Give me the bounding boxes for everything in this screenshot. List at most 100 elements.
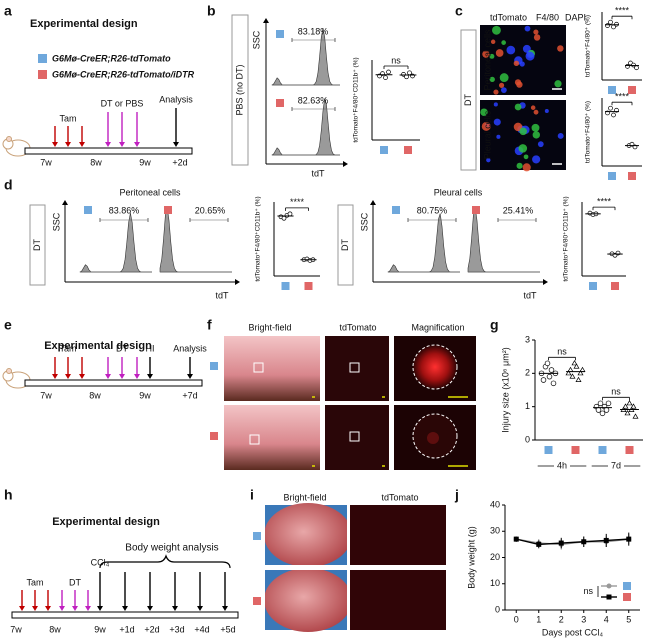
cell: [530, 105, 536, 110]
data-line: [516, 538, 629, 546]
condition-box: [460, 29, 477, 171]
x-tick-label: 4h: [557, 460, 567, 470]
y-axis-label: tdTomato⁺F4/80⁺CD11b⁺ (%): [255, 196, 262, 281]
x-tick-label: 1: [536, 614, 541, 624]
panel-title: Experimental design: [30, 18, 138, 30]
histogram: [387, 213, 460, 273]
data-point: [630, 403, 637, 409]
brace: [99, 554, 231, 569]
arrow-head: [97, 606, 103, 611]
cell: [532, 155, 541, 164]
group-title: Pleural cells: [434, 187, 483, 197]
data-point: [626, 400, 633, 406]
event-label: Tam: [26, 577, 43, 587]
timeline-tick: 8w: [49, 624, 61, 634]
arrow-head: [187, 374, 193, 379]
y-tick-label: 2: [525, 368, 530, 378]
legend-square: [608, 86, 616, 94]
photo-fluorescence: [350, 570, 446, 630]
cell: [500, 87, 507, 94]
data-point: [513, 536, 519, 542]
legend-square: [598, 446, 607, 454]
axis-label: tdT: [215, 290, 229, 300]
panel-title: Experimental design: [44, 340, 152, 352]
cell: [499, 73, 509, 83]
arrow-head: [134, 142, 140, 147]
arrow-head: [222, 606, 228, 611]
timeline-tick: 9w: [94, 624, 106, 634]
axis-head: [370, 200, 376, 205]
arrow-head: [52, 142, 58, 147]
cell: [493, 89, 499, 95]
y-axis-label: Injury size (x10⁶ μm²): [500, 347, 510, 432]
data-point: [597, 400, 604, 407]
y-axis-label: tdTomato⁺F4/80⁺ (%): [585, 101, 592, 163]
cell: [522, 163, 531, 172]
gate-label: 20.65%: [195, 205, 226, 215]
arrow-head: [52, 374, 58, 379]
cell: [519, 127, 527, 136]
cell: [516, 81, 523, 88]
data-point: [608, 105, 613, 111]
x-axis-label: Days post CCl₄: [542, 627, 604, 637]
event-label: DT: [116, 343, 128, 353]
legend-square: [623, 582, 631, 590]
condition-label: DT: [340, 239, 350, 251]
data-point: [407, 70, 412, 76]
data-point: [550, 380, 557, 387]
panel-label: e: [4, 317, 12, 333]
y-axis-label: Body weight (g): [466, 526, 476, 589]
condition-label: DT: [32, 239, 42, 251]
panel-label: d: [4, 177, 13, 193]
panel-label: c: [455, 3, 463, 19]
axis-head: [235, 279, 240, 285]
data-point: [546, 373, 553, 380]
arrow-head: [172, 606, 178, 611]
roi: [249, 434, 260, 445]
roi-circle: [412, 344, 458, 390]
cell: [557, 45, 564, 52]
cell: [498, 82, 505, 88]
event-label: Analysis: [173, 343, 207, 353]
data-point: [625, 64, 630, 69]
significance-label: ****: [597, 196, 612, 206]
photo-fluorescence: [325, 405, 389, 470]
axis-label: tdT: [523, 290, 537, 300]
gate-label: 83.18%: [298, 26, 329, 36]
photo-fluorescence: [350, 505, 446, 565]
group-title: Peritoneal cells: [119, 187, 181, 197]
legend-square: [404, 146, 412, 154]
cell: [501, 40, 506, 45]
arrow-head: [79, 142, 85, 147]
legend-square: [210, 432, 218, 440]
arrow-head: [65, 142, 71, 147]
legend-square: [608, 172, 616, 180]
data-point: [605, 23, 610, 28]
axis-head: [62, 200, 68, 205]
cell: [522, 44, 531, 53]
timeline-tick: 7w: [10, 624, 22, 634]
x-tick-label: 0: [514, 614, 519, 624]
column-header: Bright-field: [248, 322, 291, 332]
data-point: [599, 410, 606, 417]
data-point: [595, 407, 602, 413]
arrow-head: [105, 142, 111, 147]
cell: [495, 49, 504, 57]
cell: [480, 108, 488, 116]
y-tick-label: 20: [490, 552, 500, 562]
data-point: [287, 211, 293, 217]
legend-square: [625, 446, 634, 454]
cell: [533, 29, 539, 35]
row-label: Peritoneal cells: [482, 29, 492, 91]
roi: [253, 362, 264, 373]
timeline-tick: +4d: [194, 624, 209, 634]
cell: [493, 118, 501, 126]
legend-square: [276, 30, 284, 38]
panel-label: b: [207, 3, 216, 19]
y-axis-label: tdTomato⁺F4/80⁺CD11b⁺ (%): [353, 57, 360, 142]
cell: [486, 157, 491, 163]
roi: [349, 362, 360, 373]
axis-head: [543, 279, 548, 285]
event-label: DT: [69, 577, 81, 587]
timeline-bar: [24, 379, 203, 387]
